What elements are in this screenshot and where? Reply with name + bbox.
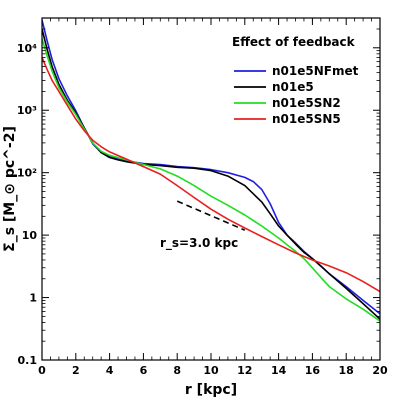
ticks-layer: 0 2 4 6 8 10 12 14 16 18 20 0.1 1 10 10² 10³ 10⁴	[17, 17, 388, 377]
x-tick-label: 20	[372, 364, 388, 377]
x-tick-label: 18	[339, 364, 354, 377]
x-axis-label: r [kpc]	[185, 382, 237, 398]
legend-label-n01e5NFmet: n01e5NFmet	[272, 64, 359, 78]
x-tick-label: 8	[173, 364, 181, 377]
annotation-text: r_s=3.0 kpc	[160, 236, 238, 251]
x-tick-label: 12	[237, 364, 252, 377]
y-axis-label: Σ_s [M_⊙ pc^-2]	[2, 126, 18, 252]
y-tick-label: 10³	[17, 104, 37, 117]
x-tick-label: 10	[203, 364, 219, 377]
legend-label-n01e5SN5: n01e5SN5	[272, 112, 341, 126]
x-tick-label: 6	[140, 364, 148, 377]
legend-label-n01e5SN2: n01e5SN2	[272, 96, 341, 110]
legend: Effect of feedback n01e5NFmet n01e5 n01e5S…	[232, 35, 359, 126]
x-tick-label: 14	[271, 364, 287, 377]
y-tick-label: 1	[29, 292, 37, 305]
x-tick-label: 2	[72, 364, 80, 377]
annotation-layer: r_s=3.0 kpc	[160, 200, 246, 251]
x-tick-label: 4	[106, 364, 114, 377]
series-line-n01e5	[42, 28, 380, 320]
y-tick-label: 10⁴	[17, 42, 37, 55]
x-tick-label: 0	[38, 364, 46, 377]
x-tick-label: 16	[305, 364, 321, 377]
series-line-n01e5SN2	[42, 38, 380, 322]
y-tick-label: 0.1	[18, 354, 38, 367]
series-line-n01e5SN5	[42, 57, 380, 293]
legend-title: Effect of feedback	[232, 35, 356, 49]
series-layer	[42, 19, 380, 322]
scale-length-line	[176, 200, 246, 231]
y-tick-label: 10	[22, 229, 38, 242]
legend-label-n01e5: n01e5	[272, 80, 314, 94]
y-tick-label: 10²	[17, 167, 37, 180]
